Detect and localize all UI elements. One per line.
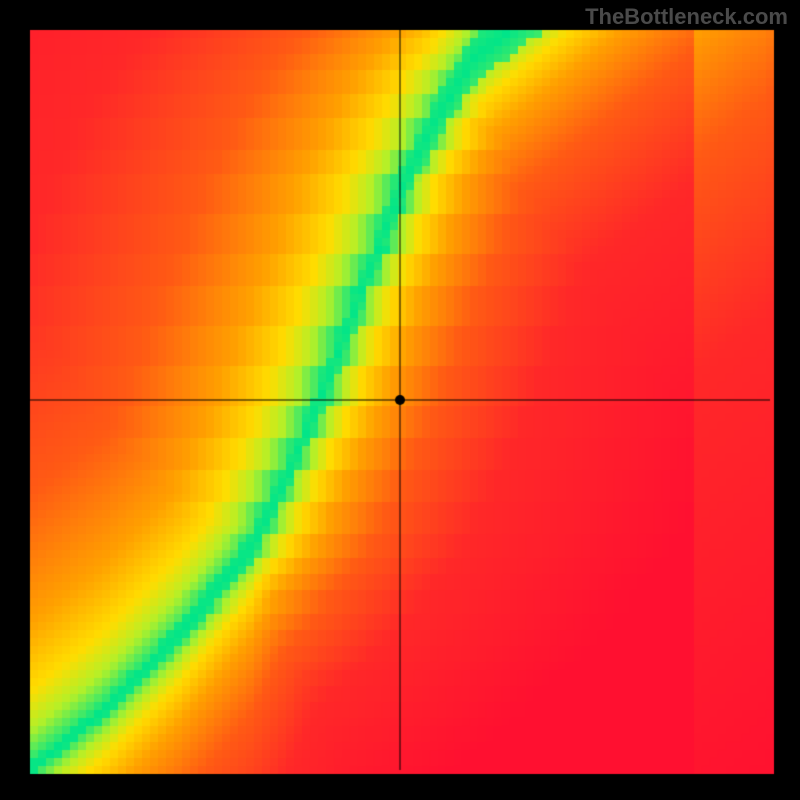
watermark-text: TheBottleneck.com bbox=[585, 4, 788, 30]
chart-container: TheBottleneck.com bbox=[0, 0, 800, 800]
bottleneck-heatmap bbox=[0, 0, 800, 800]
